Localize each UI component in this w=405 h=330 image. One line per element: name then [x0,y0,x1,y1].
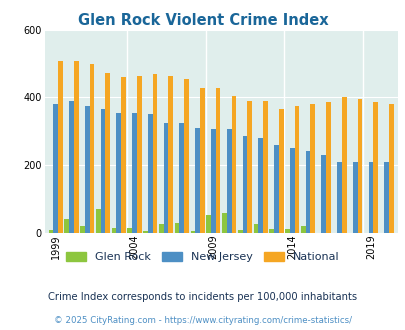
Bar [147,114,152,233]
Bar [159,224,163,233]
Bar [127,228,132,233]
Bar [352,162,357,233]
Bar [105,73,110,233]
Bar [85,106,90,233]
Bar [289,148,294,233]
Bar [190,231,195,233]
Bar [174,222,179,233]
Bar [373,102,377,233]
Bar [136,76,141,233]
Bar [179,123,184,233]
Bar [184,79,188,233]
Bar [222,213,226,233]
Bar [258,138,262,233]
Bar [226,129,231,233]
Bar [321,155,325,233]
Bar [121,77,126,233]
Bar [168,76,173,233]
Legend: Glen Rock, New Jersey, National: Glen Rock, New Jersey, National [62,248,343,267]
Bar [284,229,289,233]
Bar [269,229,273,233]
Bar [325,102,330,233]
Bar [388,104,393,233]
Bar [132,113,136,233]
Bar [242,136,247,233]
Bar [247,101,252,233]
Bar [215,88,220,233]
Bar [64,219,69,233]
Bar [368,162,373,233]
Bar [278,109,283,233]
Bar [195,128,200,233]
Text: © 2025 CityRating.com - https://www.cityrating.com/crime-statistics/: © 2025 CityRating.com - https://www.city… [54,316,351,325]
Bar [211,129,215,233]
Bar [96,209,100,233]
Bar [53,104,58,233]
Bar [80,226,85,233]
Text: Glen Rock Violent Crime Index: Glen Rock Violent Crime Index [77,13,328,28]
Bar [111,228,116,233]
Bar [90,64,94,233]
Bar [49,230,53,233]
Bar [309,104,314,233]
Bar [163,123,168,233]
Bar [273,145,278,233]
Bar [58,61,63,233]
Text: Crime Index corresponds to incidents per 100,000 inhabitants: Crime Index corresponds to incidents per… [48,292,357,302]
Bar [206,215,211,233]
Bar [100,109,105,233]
Bar [69,101,74,233]
Bar [237,230,242,233]
Bar [262,101,267,233]
Bar [305,151,309,233]
Bar [116,113,121,233]
Bar [384,162,388,233]
Bar [74,61,79,233]
Bar [357,99,362,233]
Bar [200,88,204,233]
Bar [253,224,258,233]
Bar [143,231,147,233]
Bar [336,162,341,233]
Bar [300,226,305,233]
Bar [341,97,346,233]
Bar [152,74,157,233]
Bar [231,96,236,233]
Bar [294,106,298,233]
